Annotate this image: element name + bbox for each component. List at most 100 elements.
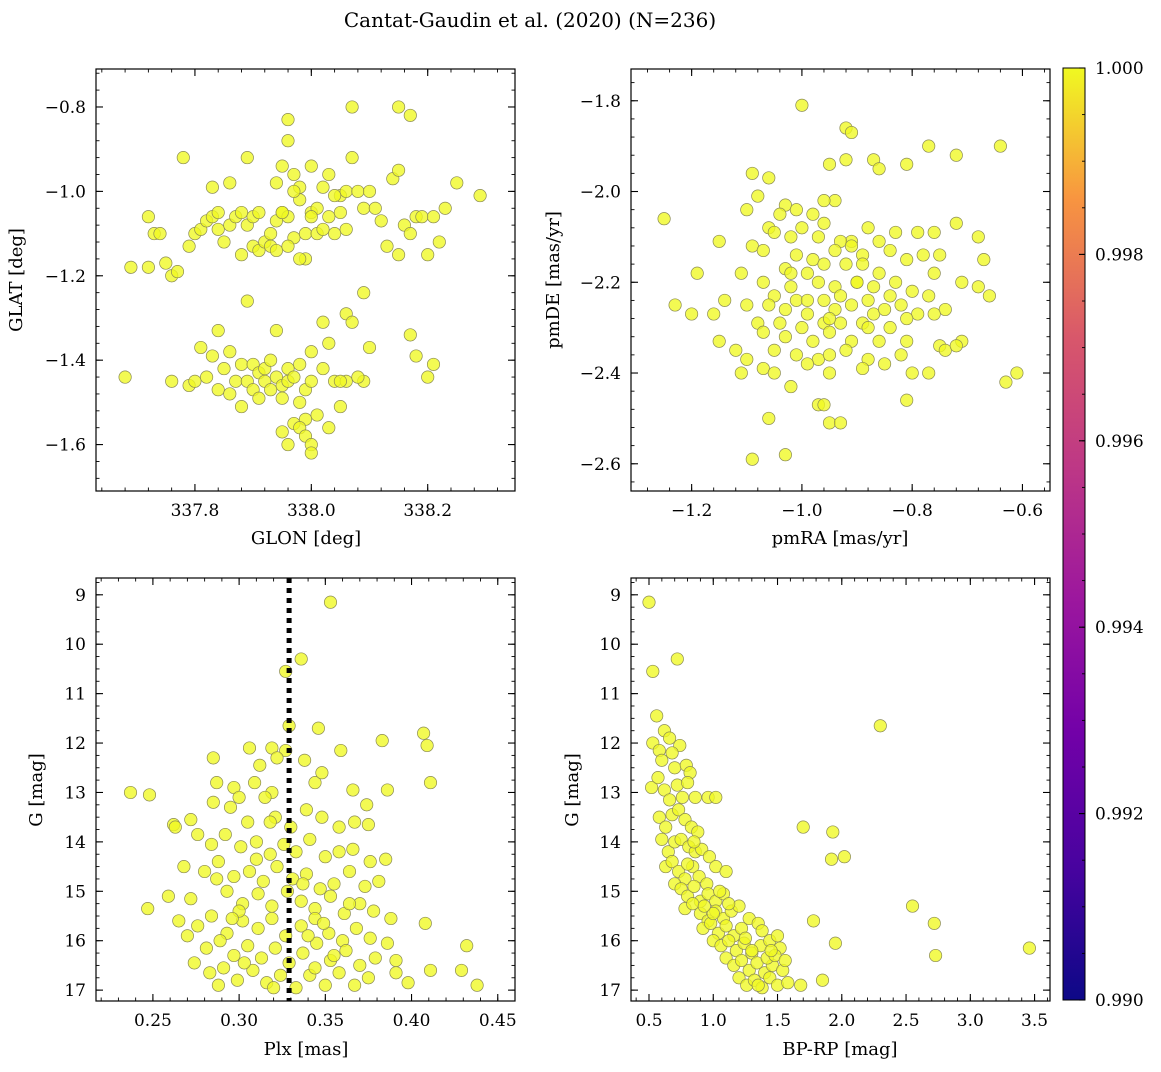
data-point bbox=[199, 941, 213, 955]
data-point bbox=[872, 162, 886, 176]
data-point bbox=[234, 248, 249, 262]
y-tick-label: 10 bbox=[64, 635, 86, 655]
data-point bbox=[438, 201, 452, 215]
data-point bbox=[426, 357, 441, 371]
data-point bbox=[304, 374, 318, 388]
data-point bbox=[800, 266, 814, 280]
data-point bbox=[182, 239, 196, 253]
data-point bbox=[289, 981, 303, 995]
data-point bbox=[426, 210, 441, 224]
data-point bbox=[218, 827, 232, 842]
panel-plx-g: 0.25 0.30 0.35 0.40 0.45 9 10 11 12 13 14 15 16 17 P… bbox=[26, 577, 517, 1060]
data-point bbox=[675, 790, 689, 804]
data-point bbox=[268, 941, 282, 955]
data-point bbox=[670, 652, 684, 666]
data-point bbox=[322, 421, 336, 435]
data-point bbox=[327, 948, 341, 963]
x-tick-label: 0.5 bbox=[635, 1011, 662, 1031]
data-point bbox=[187, 956, 201, 970]
x-tick-label: 0.35 bbox=[306, 1011, 344, 1031]
data-point bbox=[348, 815, 362, 829]
data-point bbox=[246, 963, 260, 977]
data-point bbox=[646, 664, 660, 678]
x-axis-label: GLON [deg] bbox=[251, 528, 361, 549]
data-point bbox=[817, 293, 831, 307]
y-axis-label: pmDE [mas/yr] bbox=[543, 211, 564, 349]
data-point bbox=[379, 852, 393, 866]
data-point bbox=[929, 948, 943, 963]
data-point bbox=[828, 194, 842, 208]
y-axis-ticks: −1.8 −2.0 −2.2 −2.4 −2.6 bbox=[580, 82, 1050, 483]
data-point bbox=[770, 929, 785, 943]
data-point bbox=[392, 163, 406, 177]
data-point bbox=[227, 948, 241, 963]
data-point bbox=[900, 393, 914, 407]
data-point bbox=[211, 978, 225, 992]
data-point bbox=[241, 815, 255, 829]
data-point bbox=[210, 776, 224, 790]
data-point bbox=[298, 227, 313, 241]
data-point bbox=[249, 852, 263, 866]
data-point bbox=[205, 349, 219, 363]
data-point bbox=[191, 827, 205, 842]
panel-pm: −1.2 −1.0 −0.8 −0.6 −1.8 −2.0 −2.2 −2.4 −2.6 pm… bbox=[543, 68, 1051, 549]
data-point bbox=[294, 652, 308, 666]
data-point bbox=[361, 971, 375, 985]
data-point bbox=[817, 257, 831, 271]
data-point bbox=[767, 343, 781, 357]
data-point bbox=[357, 201, 371, 215]
data-point bbox=[1022, 941, 1036, 955]
data-point bbox=[789, 293, 803, 307]
data-point bbox=[911, 307, 925, 321]
data-point bbox=[417, 726, 431, 740]
data-point bbox=[873, 719, 887, 733]
panel-bprp-g: 0.5 1.0 1.5 2.0 2.5 3.0 3.5 91011121314151617 … bbox=[562, 577, 1051, 1060]
data-point bbox=[665, 746, 679, 760]
data-point bbox=[738, 931, 752, 945]
data-point bbox=[170, 265, 185, 279]
scatter-points bbox=[118, 100, 487, 460]
data-point bbox=[867, 280, 881, 294]
x-tick-label: 2.0 bbox=[828, 1011, 855, 1031]
data-point bbox=[740, 203, 754, 217]
data-point bbox=[971, 280, 985, 294]
data-point bbox=[211, 324, 225, 338]
data-point bbox=[450, 176, 464, 190]
data-point bbox=[333, 400, 347, 414]
data-point bbox=[177, 860, 191, 874]
data-point bbox=[118, 370, 132, 384]
colorbar-tick-label: 0.992 bbox=[1095, 805, 1144, 825]
data-point bbox=[778, 448, 792, 462]
data-point bbox=[401, 976, 415, 990]
data-point bbox=[372, 874, 386, 888]
data-point bbox=[334, 743, 348, 758]
y-tick-label: −1.0 bbox=[45, 182, 86, 202]
data-point bbox=[220, 884, 234, 898]
data-point bbox=[353, 958, 367, 972]
figure-title: Cantat-Gaudin et al. (2020) (N=236) bbox=[344, 8, 716, 32]
data-point bbox=[258, 790, 272, 804]
data-point bbox=[223, 387, 237, 401]
panel-glon-glat: 337.8 338.0 338.2 −0.8 −1.0 −1.2 −1.4 −1.6 GLO… bbox=[6, 68, 516, 549]
data-point bbox=[800, 293, 814, 307]
data-point bbox=[681, 776, 695, 790]
data-point bbox=[938, 343, 952, 357]
data-point bbox=[264, 353, 278, 367]
colorbar-tick-label: 0.998 bbox=[1095, 245, 1144, 265]
data-point bbox=[806, 253, 820, 267]
data-point bbox=[839, 257, 853, 271]
data-point bbox=[789, 203, 803, 217]
data-point bbox=[237, 956, 251, 970]
data-point bbox=[339, 944, 353, 958]
data-point bbox=[346, 842, 360, 856]
x-tick-label: 338.2 bbox=[403, 501, 452, 521]
data-point bbox=[796, 820, 810, 834]
data-point bbox=[709, 790, 723, 804]
data-point bbox=[213, 934, 227, 948]
data-point bbox=[318, 850, 332, 864]
data-point bbox=[316, 315, 330, 329]
data-point bbox=[652, 810, 666, 824]
data-point bbox=[198, 864, 212, 879]
data-point bbox=[762, 411, 776, 425]
data-point bbox=[420, 738, 434, 753]
